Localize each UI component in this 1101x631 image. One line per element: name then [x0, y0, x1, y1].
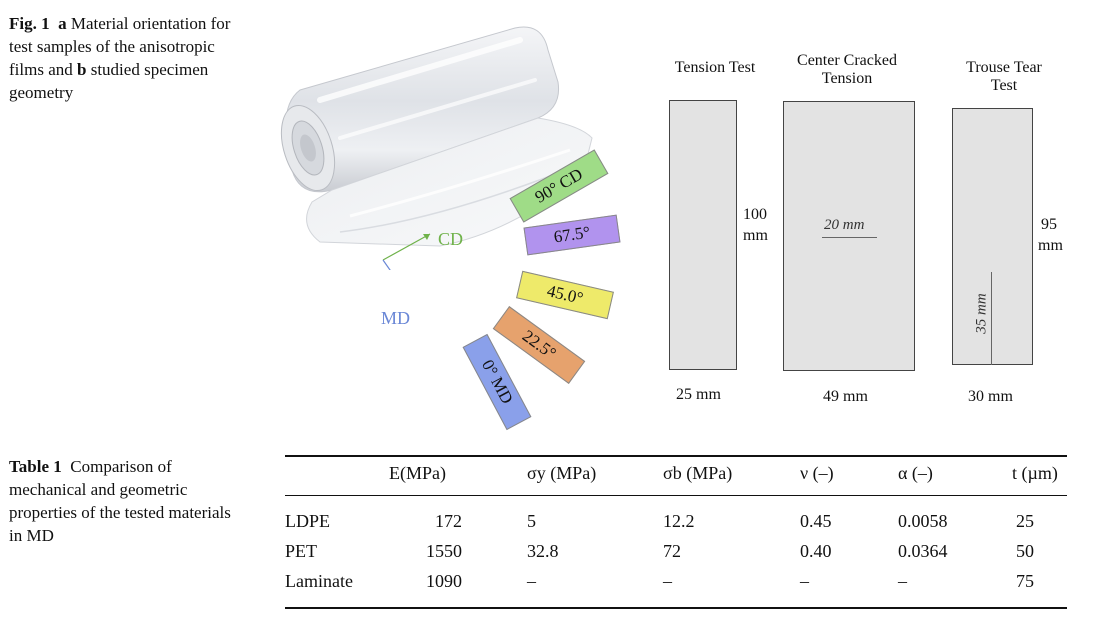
header-alpha: α (–)	[898, 463, 933, 483]
cell-thickness: 75	[1016, 571, 1034, 591]
trouser-height-unit: mm	[1038, 237, 1063, 254]
cct-title: Center Cracked Tension	[779, 52, 915, 88]
tension-test-title: Tension Test	[674, 59, 756, 76]
cell-material: PET	[285, 541, 318, 561]
table-caption: Table 1 Comparison of mechanical and geo…	[9, 455, 234, 547]
cell-nu: –	[800, 571, 809, 591]
cell-alpha: 0.0364	[898, 541, 948, 561]
caption-a-text: Material orientation for test samples of…	[9, 14, 231, 79]
header-thickness: t (µm)	[1012, 463, 1058, 483]
tension-height-value: 100	[743, 206, 767, 223]
tension-specimen	[669, 100, 737, 370]
cd-arrowhead-icon	[423, 234, 430, 240]
cell-thickness: 50	[1016, 541, 1034, 561]
cct-specimen	[783, 101, 915, 371]
cd-arrow	[382, 233, 431, 261]
cell-nu: 0.45	[800, 511, 832, 531]
cell-sigma-y: –	[527, 571, 536, 591]
caption-b-marker: b	[77, 60, 87, 79]
top-rule	[285, 455, 1067, 457]
trouser-title-line1: Trouse Tear	[966, 59, 1042, 76]
trouser-title: Trouse Tear Test	[945, 59, 1063, 95]
tension-width: 25 mm	[676, 386, 721, 403]
cell-e: 172	[435, 511, 462, 531]
cell-nu: 0.40	[800, 541, 832, 561]
cell-sigma-y: 32.8	[527, 541, 559, 561]
cct-title-line2: Tension	[821, 70, 873, 87]
table-caption-text: Comparison of mechanical and geometric p…	[9, 457, 231, 545]
header-sigma-y: σy (MPa)	[527, 463, 597, 483]
cd-label: CD	[438, 229, 464, 249]
md-label: MD	[381, 308, 411, 328]
cell-e: 1090	[426, 571, 462, 591]
table-label: Table 1	[9, 457, 62, 476]
cell-alpha: –	[898, 571, 907, 591]
trouser-specimen	[952, 108, 1033, 365]
cct-crack-length: 20 mm	[824, 217, 865, 233]
cell-sigma-b: 12.2	[663, 511, 695, 531]
cell-thickness: 25	[1016, 511, 1034, 531]
header-rule	[285, 495, 1067, 496]
cell-sigma-b: –	[663, 571, 672, 591]
strip-45-0: 45.0°	[516, 270, 614, 320]
cell-material: LDPE	[285, 511, 330, 531]
cell-e: 1550	[426, 541, 462, 561]
header-sigma-b: σb (MPa)	[663, 463, 733, 483]
trouser-slit-line	[991, 272, 992, 365]
cell-sigma-b: 72	[663, 541, 681, 561]
header-nu: ν (–)	[800, 463, 834, 483]
trouser-title-line2: Test	[990, 77, 1018, 94]
bottom-rule	[285, 607, 1067, 609]
figure-caption: Fig. 1 a Material orientation for test s…	[9, 12, 234, 104]
caption-b-text: studied specimen geometry	[9, 60, 209, 102]
trouser-slit-length: 35 mm	[973, 293, 990, 334]
header-e: E(MPa)	[389, 463, 446, 483]
properties-table: E(MPa) σy (MPa) σb (MPa) ν (–) α (–) t (…	[285, 455, 1067, 615]
caption-a-marker: a	[58, 14, 67, 33]
cct-width: 49 mm	[823, 388, 868, 405]
trouser-width: 30 mm	[968, 388, 1013, 405]
cell-material: Laminate	[285, 571, 353, 591]
cell-sigma-y: 5	[527, 511, 536, 531]
cct-crack-line	[822, 237, 877, 238]
cell-alpha: 0.0058	[898, 511, 948, 531]
trouser-height-value: 95	[1041, 216, 1057, 233]
cct-title-line1: Center Cracked	[797, 52, 897, 69]
md-arrow	[382, 259, 391, 270]
tension-height-unit: mm	[743, 227, 768, 244]
figure-label: Fig. 1	[9, 14, 50, 33]
